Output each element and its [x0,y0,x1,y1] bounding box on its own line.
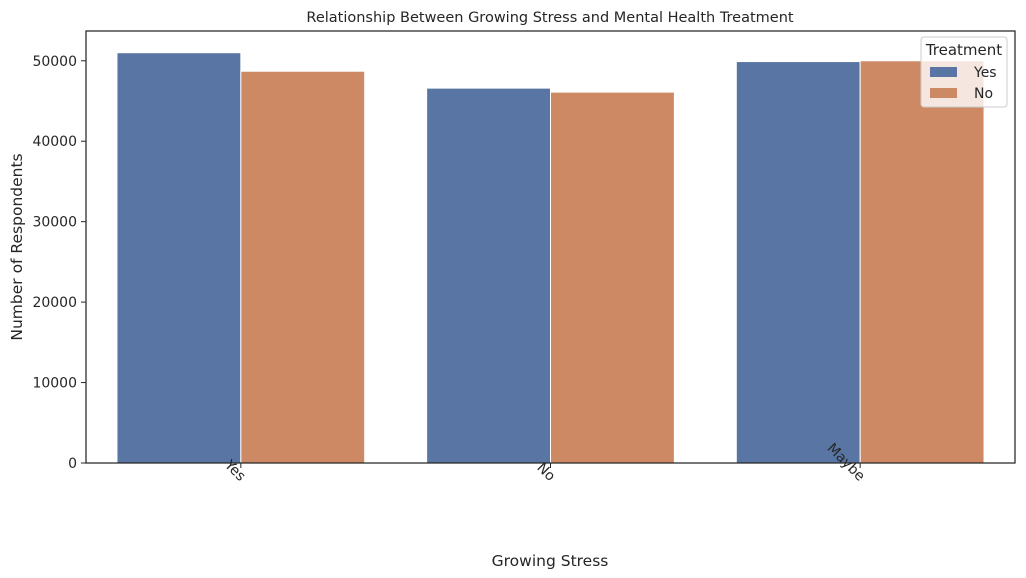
legend-swatch-yes [930,67,957,77]
y-tick-label: 0 [68,456,77,472]
bars [116,52,985,464]
bar-no-no [550,91,675,464]
legend: Treatment Yes No [920,36,1008,108]
y-tick-label: 40000 [32,134,77,150]
x-axis-label: Growing Stress [492,552,609,570]
y-tick-label: 50000 [32,54,77,70]
y-tick-label: 20000 [32,295,77,311]
bar-yes-no [240,70,366,464]
plot-frame [85,30,1016,464]
y-axis-label: Number of Respondents [8,153,26,340]
legend-label-no: No [974,86,993,102]
y-tick-label: 30000 [32,215,77,231]
y-tick-label: 10000 [32,376,77,392]
bar-maybe-no [859,60,985,464]
bar-yes-yes [116,52,242,464]
bar-maybe-yes [735,61,861,464]
legend-title: Treatment [925,41,1002,59]
legend-swatch-no [930,88,957,98]
chart-title: Relationship Between Growing Stress and … [306,10,794,26]
y-axis-ticks: 0 10000 20000 30000 40000 50000 [32,54,86,472]
legend-label-yes: Yes [973,65,997,81]
bar-no-yes [426,87,551,464]
